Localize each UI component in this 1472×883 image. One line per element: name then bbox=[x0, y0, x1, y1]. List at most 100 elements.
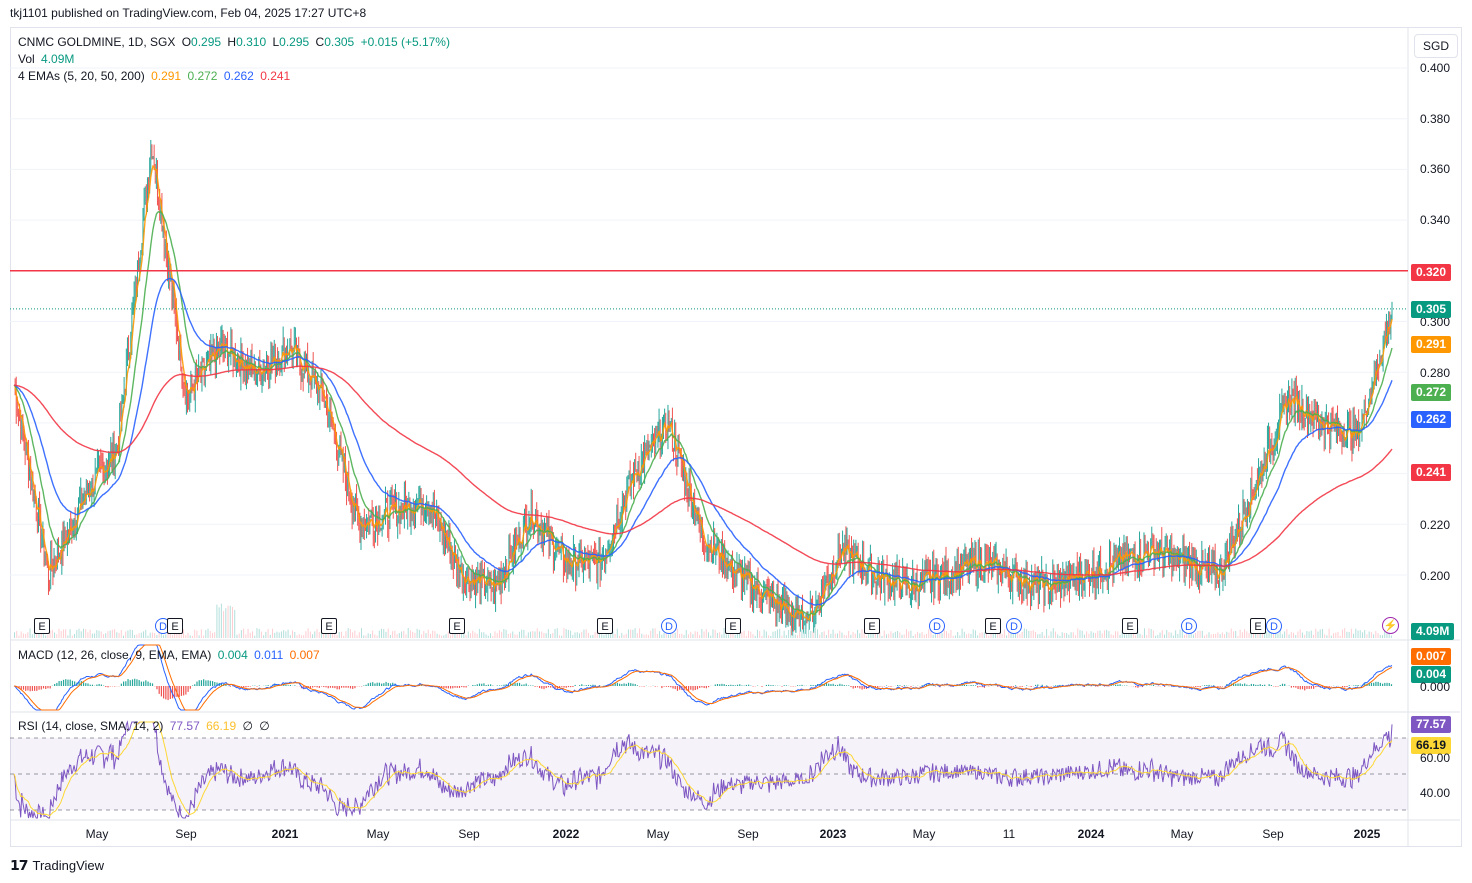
macd-label[interactable]: MACD (12, 26, close, 9, EMA, EMA) bbox=[18, 648, 212, 662]
macd-histogram-bar bbox=[745, 684, 748, 686]
volume-bar bbox=[816, 629, 818, 638]
macd-histogram-bar bbox=[857, 686, 859, 688]
volume-bar bbox=[405, 634, 407, 638]
macd-histogram-bar bbox=[1375, 681, 1377, 686]
macd-histogram-bar bbox=[34, 686, 36, 691]
macd-histogram-bar bbox=[198, 680, 200, 686]
earnings-marker[interactable]: E bbox=[1250, 618, 1266, 634]
macd-histogram-bar bbox=[463, 686, 465, 688]
volume-bar bbox=[436, 633, 438, 638]
macd-histogram-bar bbox=[532, 685, 534, 686]
volume-bar bbox=[329, 630, 331, 638]
earnings-marker[interactable]: E bbox=[597, 618, 613, 634]
volume-bar bbox=[1195, 633, 1197, 638]
volume-bar bbox=[209, 631, 211, 638]
macd-histogram-bar bbox=[329, 686, 332, 688]
macd-histogram-bar bbox=[1103, 686, 1106, 687]
macd-histogram-bar bbox=[1241, 684, 1244, 686]
macd-histogram-bar bbox=[901, 686, 903, 687]
volume-bar bbox=[874, 633, 876, 638]
macd-histogram-bar bbox=[69, 679, 71, 686]
symbol-name[interactable]: CNMC GOLDMINE, 1D, SGX bbox=[18, 35, 176, 49]
volume-bar bbox=[1266, 631, 1268, 638]
volume-bar bbox=[696, 631, 698, 638]
volume-bar bbox=[1043, 635, 1045, 638]
volume-bar bbox=[1099, 630, 1101, 638]
macd-histogram-bar bbox=[1057, 685, 1059, 686]
earnings-marker[interactable]: E bbox=[34, 618, 50, 634]
macd-histogram-bar bbox=[1010, 686, 1012, 688]
volume-bar bbox=[672, 633, 674, 638]
macd-histogram-bar bbox=[728, 685, 730, 686]
rsi-label[interactable]: RSI (14, close, SMA, 14, 2) bbox=[18, 719, 164, 733]
macd-histogram-bar bbox=[1341, 686, 1344, 688]
volume-bar bbox=[1101, 633, 1103, 638]
macd-histogram-bar bbox=[1264, 684, 1266, 686]
volume-bar bbox=[476, 633, 478, 638]
volume-bar bbox=[249, 632, 251, 638]
volume-bar bbox=[1326, 635, 1328, 638]
ema-label[interactable]: 4 EMAs (5, 20, 50, 200) bbox=[18, 69, 145, 83]
volume-bar bbox=[599, 631, 601, 638]
earnings-marker[interactable]: E bbox=[167, 618, 183, 634]
macd-histogram-bar bbox=[1097, 686, 1099, 687]
dividend-marker[interactable]: D bbox=[661, 618, 677, 634]
macd-histogram-bar bbox=[550, 686, 552, 688]
volume-bar bbox=[272, 628, 274, 638]
macd-histogram-bar bbox=[687, 686, 690, 692]
volume-bar bbox=[158, 629, 160, 638]
close-label: C bbox=[315, 35, 325, 49]
volume-bar bbox=[905, 629, 907, 638]
macd-histogram-bar bbox=[243, 686, 245, 688]
volume-bar bbox=[946, 631, 948, 638]
volume-bar bbox=[1348, 631, 1350, 638]
dividend-marker[interactable]: D bbox=[1266, 618, 1282, 634]
dividend-marker[interactable]: D bbox=[1181, 618, 1197, 634]
earnings-marker[interactable]: E bbox=[1122, 618, 1138, 634]
volume-bar bbox=[650, 630, 652, 638]
volume-bar bbox=[1046, 629, 1048, 638]
macd-histogram-bar bbox=[1290, 686, 1292, 688]
volume-bar bbox=[1190, 632, 1192, 638]
dividend-marker[interactable]: D bbox=[929, 618, 945, 634]
volume-bar bbox=[49, 630, 51, 638]
macd-histogram-bar bbox=[167, 686, 169, 701]
volume-bar bbox=[578, 633, 580, 638]
earnings-marker[interactable]: E bbox=[321, 618, 337, 634]
currency-button[interactable]: SGD bbox=[1414, 34, 1458, 58]
macd-histogram-bar bbox=[441, 686, 443, 688]
volume-bar bbox=[171, 635, 173, 638]
macd-histogram-bar bbox=[1014, 685, 1017, 686]
macd-histogram-bar bbox=[1313, 686, 1315, 689]
volume-bar bbox=[1019, 634, 1021, 638]
volume-bar bbox=[109, 630, 111, 638]
volume-bar bbox=[1259, 631, 1261, 638]
volume-bar bbox=[512, 631, 514, 638]
volume-bar bbox=[616, 628, 618, 638]
earnings-marker[interactable]: E bbox=[864, 618, 880, 634]
volume-bar bbox=[705, 629, 707, 638]
volume-bar bbox=[1208, 632, 1210, 638]
volume-bar bbox=[1050, 631, 1052, 638]
earnings-marker[interactable]: E bbox=[985, 618, 1001, 634]
volume-bar bbox=[596, 630, 598, 638]
volume-bar bbox=[966, 634, 968, 638]
volume-bar bbox=[245, 634, 247, 638]
volume-bar bbox=[670, 632, 672, 638]
macd-histogram-bar bbox=[801, 684, 803, 686]
rsi-value-4: ∅ bbox=[259, 719, 270, 733]
earnings-marker[interactable]: E bbox=[725, 618, 741, 634]
lightning-icon[interactable]: ⚡ bbox=[1382, 617, 1399, 634]
macd-histogram-bar bbox=[514, 683, 516, 686]
macd-histogram-bar bbox=[859, 686, 861, 689]
macd-histogram-bar bbox=[1293, 686, 1295, 688]
volume-bar bbox=[1328, 628, 1330, 638]
volume-bar bbox=[343, 635, 345, 638]
macd-histogram-bar bbox=[843, 685, 845, 686]
macd-histogram-bar bbox=[1301, 686, 1304, 690]
earnings-marker[interactable]: E bbox=[449, 618, 465, 634]
dividend-marker[interactable]: D bbox=[1006, 618, 1022, 634]
macd-histogram-bar bbox=[983, 686, 986, 688]
volume-bar bbox=[538, 631, 540, 638]
